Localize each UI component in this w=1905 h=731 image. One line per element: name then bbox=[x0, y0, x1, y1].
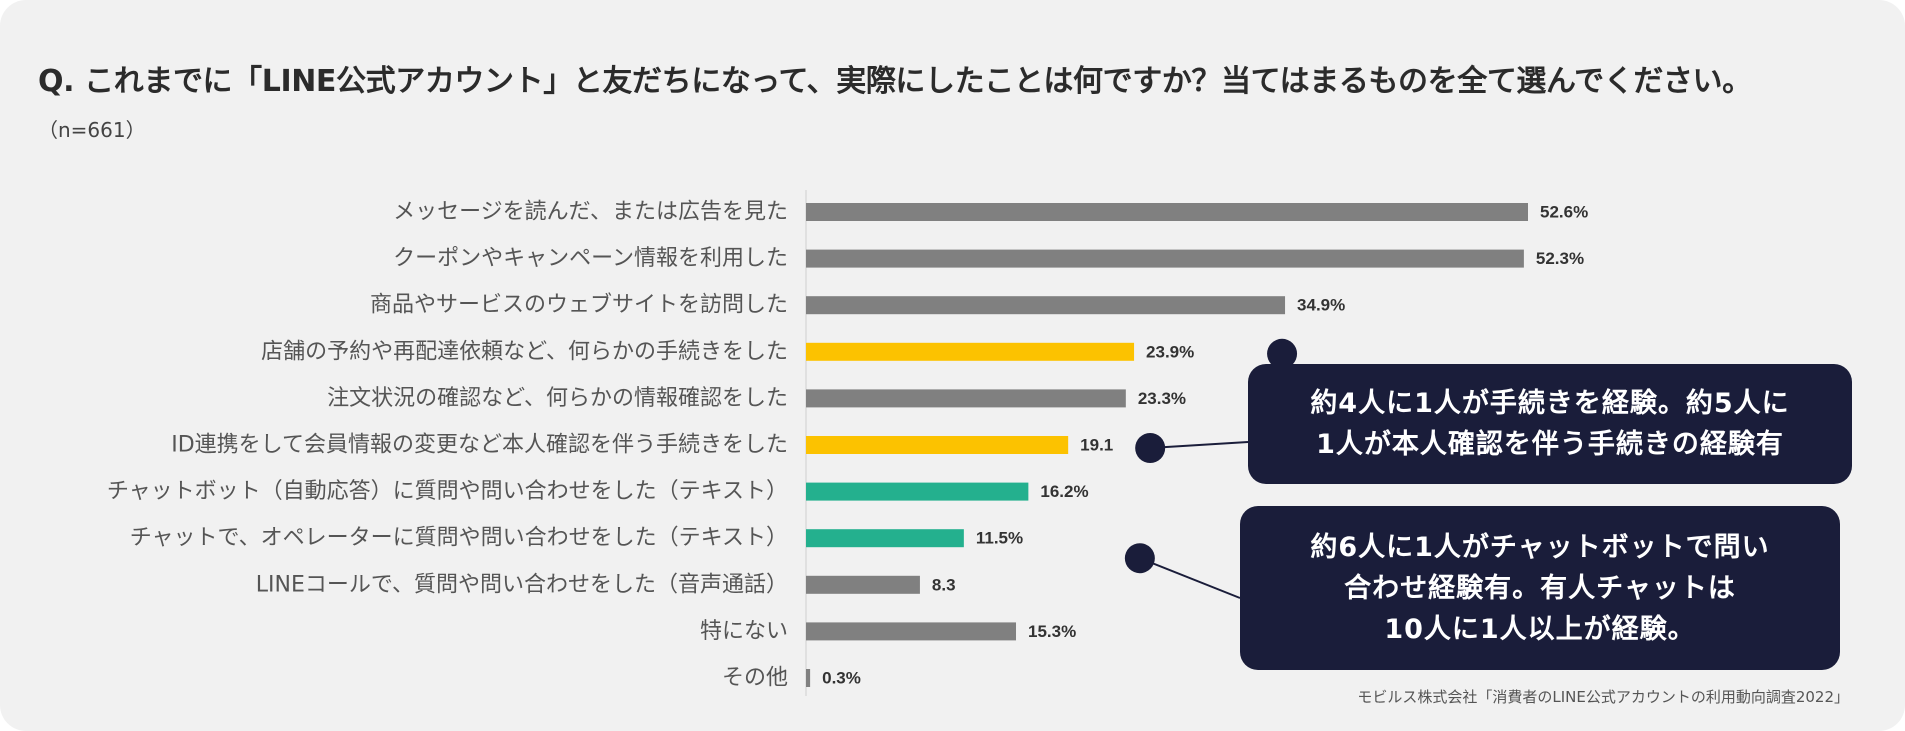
category-label: LINEコールで、質問や問い合わせをした（音声通話） bbox=[256, 572, 788, 597]
value-label: 52.3% bbox=[1536, 249, 1584, 268]
value-label: 23.3% bbox=[1138, 389, 1186, 408]
callout-chat-line-1: 約6人に1人がチャットボットで問い bbox=[1310, 531, 1770, 563]
callout-procedures-line-1: 約4人に1人が手続きを経験。約5人に bbox=[1310, 388, 1790, 419]
category-label: 特にない bbox=[700, 619, 788, 644]
value-label: 52.6% bbox=[1540, 203, 1588, 222]
callout-connector-line bbox=[1139, 557, 1241, 599]
callout-procedures: 約4人に1人が手続きを経験。約5人に 1人が本人確認を伴う手続きの経験有 bbox=[1248, 364, 1852, 484]
category-label: チャットで、オペレーターに質問や問い合わせをした（テキスト） bbox=[130, 526, 788, 551]
value-label: 23.9% bbox=[1146, 342, 1194, 361]
bar bbox=[806, 342, 1135, 361]
callout-chat-line-3: 10人に1人以上が経験。 bbox=[1384, 613, 1696, 645]
bar bbox=[806, 482, 1029, 501]
category-label: クーポンやキャンペーン情報を利用した bbox=[393, 246, 788, 271]
bar bbox=[806, 296, 1286, 315]
category-label: チャットボット（自動応答）に質問や問い合わせをした（テキスト） bbox=[107, 479, 788, 504]
category-label: 店舗の予約や再配達依頼など、何らかの手続きをした bbox=[261, 339, 788, 364]
callout-procedures-line-2: 1人が本人確認を伴う手続きの経験有 bbox=[1316, 429, 1784, 460]
bar bbox=[806, 669, 811, 687]
bar bbox=[806, 529, 964, 548]
chart-title: Q. これまでに「LINE公式アカウント」と友だちになって、実際にしたことは何で… bbox=[38, 64, 1752, 99]
source-credit: モビルス株式会社「消費者のLINE公式アカウントの利用動向調査2022」 bbox=[1357, 688, 1849, 706]
bar bbox=[806, 622, 1017, 641]
callout-connector-dot bbox=[1124, 543, 1155, 574]
category-label: メッセージを読んだ、または広告を見た bbox=[393, 200, 788, 225]
value-label: 0.3% bbox=[822, 669, 861, 688]
value-label: 8.3 bbox=[932, 575, 956, 594]
callout-connector-dot bbox=[1267, 338, 1298, 369]
category-label: その他 bbox=[722, 666, 788, 691]
value-label: 15.3% bbox=[1028, 622, 1076, 641]
bar bbox=[806, 249, 1524, 268]
callout-chat-line-2: 合わせ経験有。有人チャットは bbox=[1344, 572, 1736, 604]
value-label: 11.5% bbox=[976, 529, 1023, 548]
callout-connector-dot bbox=[1135, 433, 1166, 463]
value-label: 34.9% bbox=[1297, 296, 1345, 315]
category-label: ID連携をして会員情報の変更など本人確認を伴う手続きをした bbox=[171, 433, 788, 458]
callout-connector-line bbox=[1150, 441, 1249, 449]
bar bbox=[806, 203, 1528, 221]
sample-size: （n=661） bbox=[38, 118, 146, 142]
value-label: 19.1 bbox=[1080, 436, 1113, 455]
bar bbox=[806, 436, 1069, 454]
value-label: 16.2% bbox=[1040, 482, 1088, 501]
bar bbox=[806, 389, 1126, 408]
callout-chat: 約6人に1人がチャットボットで問い 合わせ経験有。有人チャットは 10人に1人以… bbox=[1240, 506, 1840, 670]
category-label: 商品やサービスのウェブサイトを訪問した bbox=[370, 293, 788, 318]
category-label: 注文状況の確認など、何らかの情報確認をした bbox=[327, 386, 788, 411]
bar bbox=[806, 575, 920, 594]
